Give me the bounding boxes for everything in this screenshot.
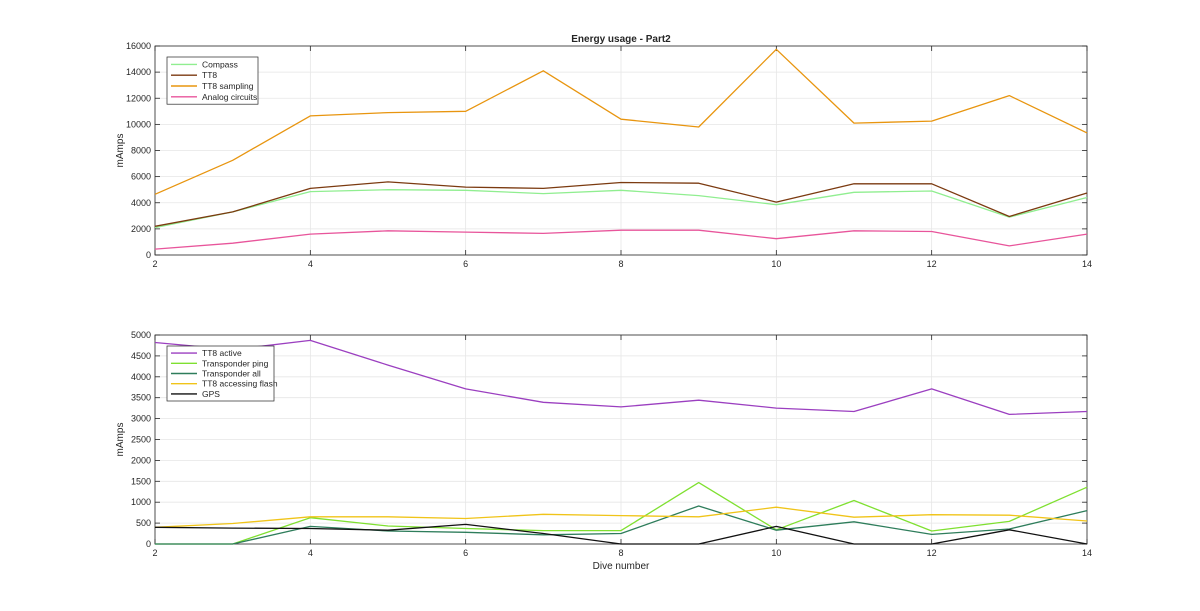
y-tick-label: 14000 [126, 67, 151, 77]
series-line-tt8-active [154, 339, 1088, 416]
y-tick-label: 2000 [131, 455, 151, 465]
series-line-tt8-accessing-flash [154, 506, 1088, 528]
legend-entry: TT8 [202, 70, 217, 80]
series-line-tt8 [154, 181, 1088, 227]
series-line-compass [154, 189, 1088, 229]
legend-entry: TT8 accessing flash [202, 379, 278, 389]
x-tick-label: 12 [927, 548, 937, 558]
y-tick-label: 4000 [131, 198, 151, 208]
y-tick-label: 4000 [131, 372, 151, 382]
legend-entry: TT8 active [202, 348, 242, 358]
y-tick-label: 2000 [131, 224, 151, 234]
y-tick-label: 6000 [131, 172, 151, 182]
x-tick-label: 2 [152, 259, 157, 269]
x-tick-label: 4 [308, 548, 313, 558]
x-tick-label: 10 [771, 548, 781, 558]
y-tick-label: 1000 [131, 497, 151, 507]
chart-title: Energy usage - Part2 [571, 34, 671, 45]
y-tick-label: 2500 [131, 435, 151, 445]
series-line-tt8-sampling [154, 48, 1088, 195]
y-tick-label: 16000 [126, 41, 151, 51]
series-line-analog-circuits [154, 229, 1088, 250]
x-tick-label: 14 [1082, 548, 1092, 558]
series-line-gps [154, 523, 1088, 545]
x-tick-label: 12 [927, 259, 937, 269]
series-line-transponder-ping [155, 481, 1088, 545]
x-tick-label: 8 [618, 259, 623, 269]
x-tick-label: 2 [152, 548, 157, 558]
x-tick-label: 6 [463, 259, 468, 269]
legend-entry: Analog circuits [202, 92, 257, 102]
legend-entry: TT8 sampling [202, 81, 254, 91]
y-tick-label: 5000 [131, 330, 151, 340]
series-line-transponder-all [155, 505, 1088, 545]
legend-entry: Transponder all [202, 369, 261, 379]
top-plot: 2 4 6 8 10 12 14 0 2000 4000 6000 8000 10000 12000 140… [115, 34, 1092, 269]
y-axis-label: mAmps [115, 423, 126, 457]
y-tick-label: 8000 [131, 146, 151, 156]
y-tick-label: 3000 [131, 414, 151, 424]
legend-entry: GPS [202, 389, 220, 399]
y-tick-label: 0 [146, 250, 151, 260]
x-tick-label: 4 [308, 259, 313, 269]
y-tick-label: 3500 [131, 393, 151, 403]
y-tick-label: 12000 [126, 93, 151, 103]
bottom-plot: 2 4 6 8 10 12 14 0 500 1000 1500 2000 2500 3000 3500 40… [115, 330, 1092, 572]
y-axis-label: mAmps [115, 134, 126, 168]
y-tick-label: 0 [146, 539, 151, 549]
x-axis-label: Dive number [593, 561, 650, 572]
y-tick-label: 1500 [131, 476, 151, 486]
y-tick-label: 10000 [126, 119, 151, 129]
y-tick-label: 4500 [131, 351, 151, 361]
x-tick-label: 14 [1082, 259, 1092, 269]
legend-entry: Transponder ping [202, 358, 269, 368]
legend-entry: Compass [202, 59, 238, 69]
x-tick-label: 10 [771, 259, 781, 269]
x-tick-label: 8 [618, 548, 623, 558]
x-tick-label: 6 [463, 548, 468, 558]
y-tick-label: 500 [136, 518, 151, 528]
